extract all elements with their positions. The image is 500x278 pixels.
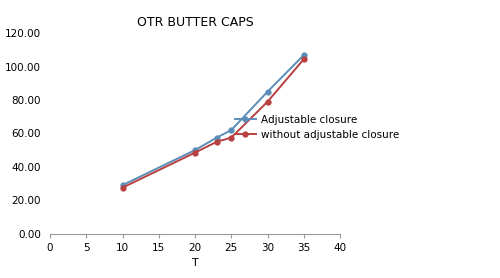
- without adjustable closure: [192, 151, 198, 154]
- without adjustable closure: [264, 100, 270, 103]
- Adjustable closure: [301, 53, 307, 57]
- Adjustable closure: [192, 148, 198, 152]
- Adjustable closure: [264, 90, 270, 93]
- Title: OTR BUTTER CAPS: OTR BUTTER CAPS: [136, 16, 254, 29]
- without adjustable closure: [228, 136, 234, 139]
- Line: without adjustable closure: without adjustable closure: [120, 57, 306, 190]
- without adjustable closure: [214, 140, 220, 143]
- without adjustable closure: [301, 58, 307, 61]
- Legend: Adjustable closure, without adjustable closure: Adjustable closure, without adjustable c…: [235, 115, 400, 140]
- X-axis label: T: T: [192, 258, 198, 268]
- Adjustable closure: [214, 136, 220, 139]
- Line: Adjustable closure: Adjustable closure: [120, 53, 306, 188]
- without adjustable closure: [120, 186, 126, 189]
- Adjustable closure: [228, 128, 234, 132]
- Adjustable closure: [120, 183, 126, 187]
